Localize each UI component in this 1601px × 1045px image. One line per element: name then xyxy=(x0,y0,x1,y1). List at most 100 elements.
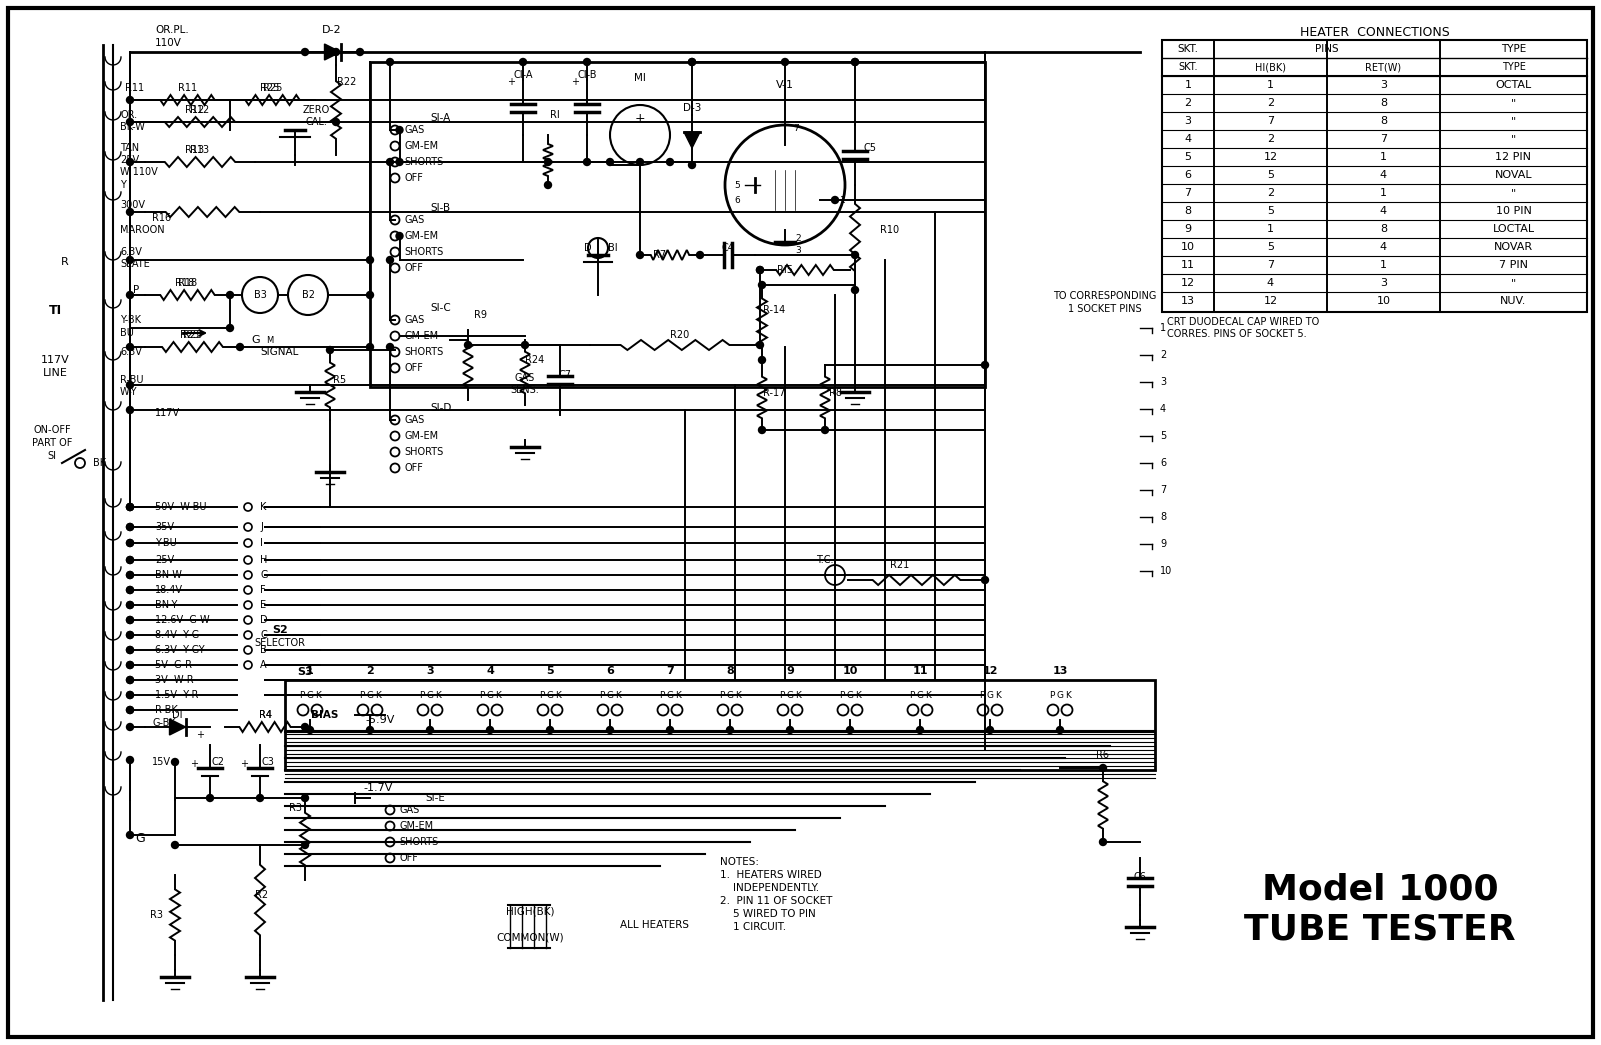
Text: 2: 2 xyxy=(367,666,375,676)
Text: ZERO: ZERO xyxy=(303,104,330,115)
Text: 6.3V  Y-GY: 6.3V Y-GY xyxy=(155,645,205,655)
Circle shape xyxy=(367,256,373,263)
Text: G: G xyxy=(134,832,144,844)
Circle shape xyxy=(727,726,733,734)
Text: R21: R21 xyxy=(890,560,909,570)
Circle shape xyxy=(386,59,394,66)
Text: 4: 4 xyxy=(1161,404,1166,414)
Circle shape xyxy=(583,159,591,165)
Text: K: K xyxy=(735,691,741,699)
Text: B2: B2 xyxy=(301,291,314,300)
Circle shape xyxy=(847,726,853,734)
Bar xyxy=(1162,40,1587,312)
Text: 7: 7 xyxy=(1266,116,1274,126)
Circle shape xyxy=(759,281,765,288)
Text: E: E xyxy=(259,600,266,610)
Text: NOVAL: NOVAL xyxy=(1495,170,1532,180)
Text: T.C.: T.C. xyxy=(817,555,834,565)
Text: BK-W: BK-W xyxy=(120,122,144,132)
Text: D-2: D-2 xyxy=(322,25,341,34)
Text: ": " xyxy=(1511,134,1516,144)
Text: TYPE: TYPE xyxy=(1500,44,1526,54)
Text: W 110V: W 110V xyxy=(120,167,158,177)
Text: R13: R13 xyxy=(186,145,205,155)
Circle shape xyxy=(781,59,789,66)
Text: P: P xyxy=(359,691,365,699)
Text: 4: 4 xyxy=(1380,242,1386,252)
Text: SHORTS: SHORTS xyxy=(399,837,439,847)
Text: +: + xyxy=(572,77,580,87)
Text: R2: R2 xyxy=(256,890,269,900)
Text: 1.  HEATERS WIRED: 1. HEATERS WIRED xyxy=(720,870,821,880)
Circle shape xyxy=(1057,726,1063,734)
Circle shape xyxy=(688,59,695,66)
Circle shape xyxy=(126,602,133,608)
Text: 13: 13 xyxy=(1182,296,1194,306)
Text: 9: 9 xyxy=(1185,224,1191,234)
Text: 7: 7 xyxy=(1161,485,1166,495)
Text: 1: 1 xyxy=(1380,188,1386,198)
Text: GM-EM: GM-EM xyxy=(403,231,439,241)
Circle shape xyxy=(637,159,644,165)
Text: 4: 4 xyxy=(1380,170,1386,180)
Text: 8: 8 xyxy=(1161,512,1166,522)
Text: PART OF: PART OF xyxy=(32,438,72,448)
Circle shape xyxy=(386,344,394,350)
Text: OCTAL: OCTAL xyxy=(1495,80,1532,90)
Circle shape xyxy=(126,692,133,698)
Circle shape xyxy=(126,572,133,579)
Text: OFF: OFF xyxy=(403,463,423,473)
Circle shape xyxy=(126,661,133,669)
Text: 8: 8 xyxy=(1185,206,1191,216)
Circle shape xyxy=(583,59,591,66)
Circle shape xyxy=(786,726,794,734)
Text: 25V: 25V xyxy=(120,155,139,165)
Circle shape xyxy=(831,196,839,204)
Text: 10: 10 xyxy=(842,666,858,676)
Text: 4: 4 xyxy=(487,666,495,676)
Text: SI-B: SI-B xyxy=(431,203,450,213)
Text: D-3: D-3 xyxy=(682,103,701,113)
Text: 7: 7 xyxy=(666,666,674,676)
Text: 3: 3 xyxy=(426,666,434,676)
Text: MI: MI xyxy=(634,73,645,83)
Text: 3: 3 xyxy=(1185,116,1191,126)
Text: K: K xyxy=(556,691,560,699)
Text: 5: 5 xyxy=(735,181,740,189)
Text: TUBE TESTER: TUBE TESTER xyxy=(1244,913,1516,947)
Text: RET(W): RET(W) xyxy=(1366,62,1401,72)
Text: G: G xyxy=(367,691,373,699)
Text: 7 PIN: 7 PIN xyxy=(1499,260,1527,270)
Text: CAL.: CAL. xyxy=(306,117,327,127)
Bar xyxy=(285,680,1154,770)
Circle shape xyxy=(487,726,493,734)
Text: K: K xyxy=(855,691,861,699)
Text: 6.3V: 6.3V xyxy=(120,247,142,257)
Circle shape xyxy=(126,723,133,730)
Text: G: G xyxy=(607,691,613,699)
Text: SI-E: SI-E xyxy=(424,793,445,803)
Text: R23: R23 xyxy=(181,330,200,340)
Text: K: K xyxy=(435,691,440,699)
Text: C7: C7 xyxy=(559,370,572,380)
Text: GM-EM: GM-EM xyxy=(403,141,439,150)
Circle shape xyxy=(327,347,333,353)
Text: G: G xyxy=(1057,691,1063,699)
Text: G: G xyxy=(306,691,314,699)
Circle shape xyxy=(126,118,133,125)
Circle shape xyxy=(757,342,764,348)
Circle shape xyxy=(696,252,703,258)
Circle shape xyxy=(386,159,394,165)
Circle shape xyxy=(522,342,528,348)
Text: P: P xyxy=(839,691,845,699)
Text: SELECTOR: SELECTOR xyxy=(255,638,306,648)
Circle shape xyxy=(126,504,133,511)
Text: R3: R3 xyxy=(288,803,301,813)
Text: +: + xyxy=(191,759,199,768)
Text: 12: 12 xyxy=(1263,152,1278,162)
Circle shape xyxy=(126,706,133,714)
Circle shape xyxy=(126,256,133,263)
Text: G: G xyxy=(487,691,493,699)
Text: BN-Y: BN-Y xyxy=(155,600,178,610)
Circle shape xyxy=(126,692,133,698)
